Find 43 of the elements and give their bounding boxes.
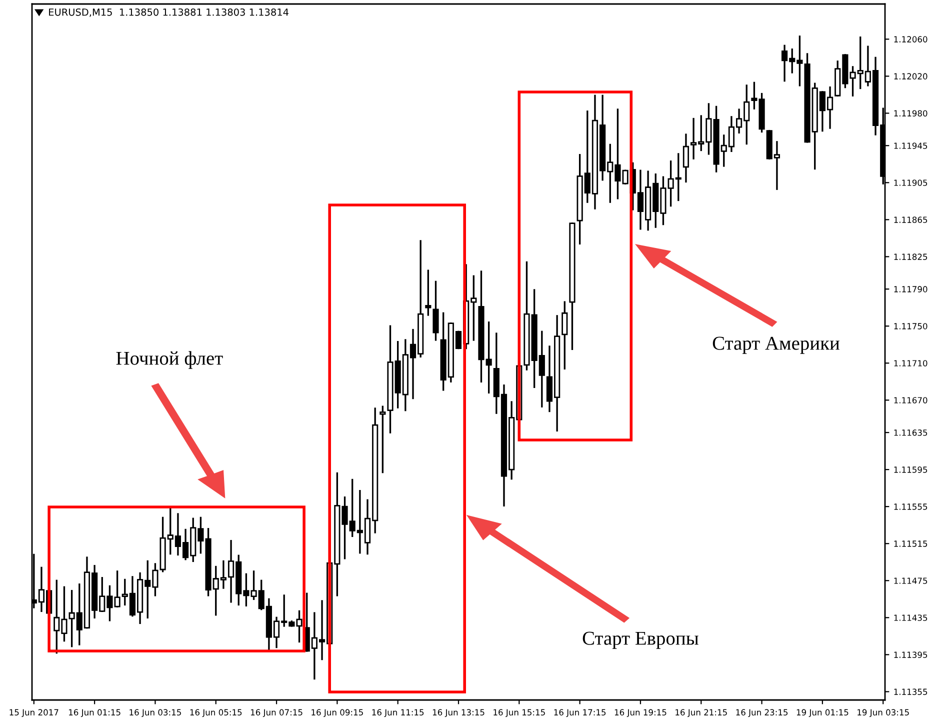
x-tick-label: 19 Jun 03:15 [858, 709, 909, 718]
chart-title: EURUSD,M15 1.13850 1.13881 1.13803 1.13814 [49, 8, 288, 17]
x-tick-label: 16 Jun 07:15 [250, 709, 302, 718]
candlestick [432, 280, 439, 341]
x-tick-label: 19 Jun 01:15 [796, 709, 848, 718]
x-tick-label: 16 Jun 15:15 [494, 709, 545, 718]
y-tick-label: 1.11435 [894, 614, 928, 621]
candlestick [682, 134, 690, 183]
x-tick-label: 16 Jun 13:15 [432, 709, 484, 718]
y-tick-label: 1.11355 [894, 688, 928, 695]
candlestick [425, 270, 432, 316]
y-tick-label: 1.11670 [894, 397, 928, 404]
x-tick-label: 15 Jun 2017 [10, 709, 58, 718]
y-tick-label: 1.11710 [894, 360, 928, 366]
annotation: Старт Европы [582, 632, 698, 649]
x-tick-label: 16 Jun 11:15 [372, 709, 424, 718]
y-tick-label: 1.11515 [894, 540, 928, 547]
annotation: Старт Америки [712, 336, 840, 354]
y-tick-label: 1.11750 [894, 323, 928, 330]
y-tick-label: 1.11475 [894, 578, 928, 584]
y-tick-label: 1.11790 [894, 286, 928, 292]
y-tick-label: 1.11635 [894, 430, 928, 436]
y-tick-label: 1.11945 [894, 142, 928, 149]
candlestick [562, 301, 568, 370]
x-tick-label: 16 Jun 03:15 [130, 709, 181, 718]
y-tick-label: 1.11395 [894, 652, 928, 658]
x-tick-label: 16 Jun 09:15 [312, 709, 363, 718]
annotation: Ночной флет [116, 351, 223, 369]
x-tick-label: 16 Jun 21:15 [676, 709, 727, 718]
y-tick-label: 1.11825 [894, 254, 928, 260]
y-tick-label: 1.11555 [894, 504, 928, 510]
y-tick-label: 1.12060 [894, 36, 928, 42]
x-tick-label: 16 Jun 01:15 [69, 709, 120, 718]
y-tick-label: 1.11905 [894, 180, 928, 186]
y-tick-label: 1.12020 [894, 73, 928, 80]
y-tick-label: 1.11865 [894, 216, 928, 223]
x-tick-label: 16 Jun 17:15 [554, 709, 606, 718]
x-tick-label: 16 Jun 05:15 [190, 709, 242, 718]
x-tick-label: 16 Jun 19:15 [614, 709, 666, 718]
x-tick-label: 16 Jun 23:15 [736, 709, 788, 718]
y-tick-label: 1.11980 [894, 110, 928, 116]
candlestick [380, 406, 386, 474]
y-tick-label: 1.11595 [894, 466, 928, 473]
